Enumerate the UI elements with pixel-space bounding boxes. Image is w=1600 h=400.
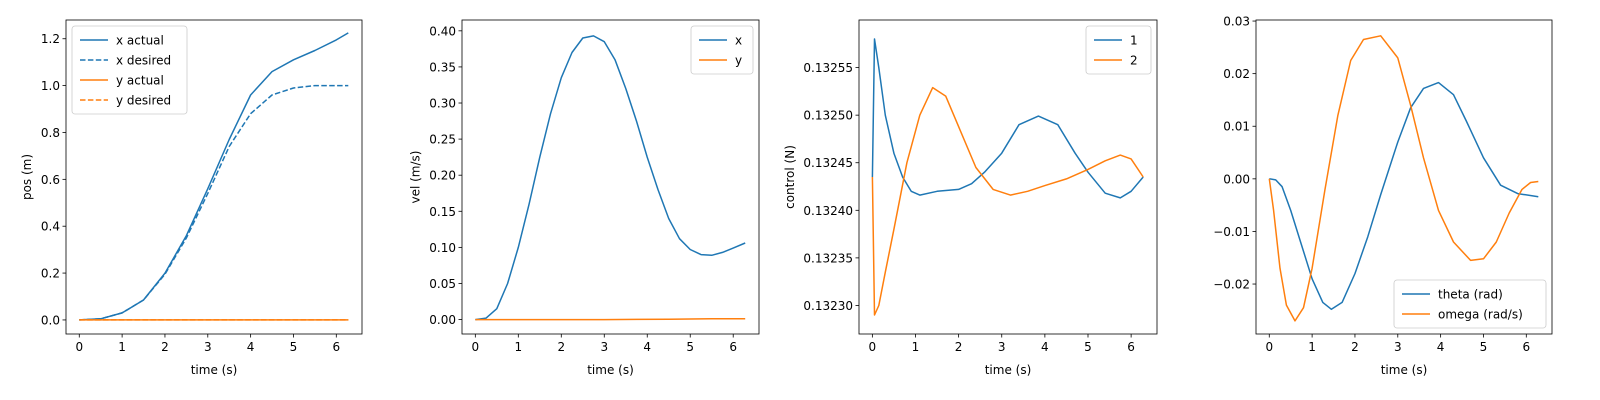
legend-box (1393, 279, 1547, 329)
y-tick-label: 0.35 (429, 60, 456, 74)
y-axis-label: control (N) (783, 145, 797, 209)
series-line-1 (475, 35, 746, 321)
series-line-1 (871, 38, 1144, 199)
x-tick-label: 0 (1265, 340, 1273, 354)
y-tick-label: 0.01 (1223, 120, 1250, 134)
y-tick-label: 0.13235 (803, 251, 853, 265)
x-tick-label: 2 (161, 340, 169, 354)
series-line-1 (1269, 81, 1539, 311)
y-tick-label: 0.20 (429, 169, 456, 183)
y-tick-label: −0.01 (1213, 225, 1250, 239)
y-tick-label: 0.02 (1223, 67, 1250, 81)
legend-label: y (735, 54, 742, 68)
x-tick-label: 3 (998, 340, 1006, 354)
y-tick-label: 0.2 (41, 267, 60, 281)
y-tick-label: 1.2 (41, 32, 60, 46)
legend-label: omega (rad/s) (1438, 308, 1523, 322)
axes-frame (858, 19, 1158, 335)
x-tick-label: 5 (1480, 340, 1488, 354)
y-tick-label: 0.13245 (803, 156, 853, 170)
legend-label: x desired (116, 54, 171, 68)
legend-box (690, 25, 754, 75)
y-axis-label: vel (m/s) (409, 151, 423, 204)
x-tick-label: 2 (1351, 340, 1359, 354)
y-tick-label: 0.05 (429, 277, 456, 291)
x-tick-label: 4 (643, 340, 651, 354)
y-tick-label: 0.03 (1223, 15, 1250, 29)
subplot-3: 0 1 2 3 4 5 60.132300.132350.132400.132450.132… (783, 19, 1158, 377)
axes-frame (1255, 19, 1553, 335)
y-tick-label: 0.30 (429, 97, 456, 111)
x-tick-label: 0 (869, 340, 877, 354)
x-tick-label: 5 (1084, 340, 1092, 354)
x-tick-label: 2 (557, 340, 565, 354)
x-tick-label: 3 (1394, 340, 1402, 354)
legend: xy (690, 25, 754, 75)
x-tick-label: 6 (332, 340, 340, 354)
x-tick-label: 1 (912, 340, 920, 354)
axes-frame (461, 19, 760, 335)
y-tick-label: 0.13250 (803, 109, 853, 123)
axes-frame (65, 19, 363, 335)
x-tick-label: 5 (686, 340, 694, 354)
legend-label: 1 (1130, 34, 1138, 48)
x-tick-label: 6 (729, 340, 737, 354)
legend-label: y desired (116, 94, 171, 108)
legend: x actual x desired y actual y desired (71, 25, 188, 115)
y-tick-label: 0.13230 (803, 299, 853, 313)
legend-label: y actual (116, 74, 164, 88)
legend: 12 (1085, 25, 1152, 75)
y-tick-label: 0.13240 (803, 204, 853, 218)
legend-label: x (735, 34, 742, 48)
x-tick-label: 2 (955, 340, 963, 354)
x-tick-label: 6 (1522, 340, 1530, 354)
y-tick-label: 0.40 (429, 24, 456, 38)
x-tick-label: 6 (1127, 340, 1135, 354)
legend-label: x actual (116, 34, 164, 48)
subplot-1: 0 1 2 3 4 5 6 0.0 0.2 0.4 0.6 0.8 1.0 1.2 time (s) pos … (20, 19, 363, 377)
x-tick-label: 0 (472, 340, 480, 354)
y-tick-label: 0.25 (429, 133, 456, 147)
x-tick-label: 3 (600, 340, 608, 354)
subplot-2: 0 1 2 3 4 5 6 0.00 0.05 0.10 0.15 0.20 0.25 0.30 0.35 0… (409, 19, 760, 377)
x-tick-label: 1 (118, 340, 126, 354)
x-tick-label: 1 (514, 340, 522, 354)
legend-box (1085, 25, 1152, 75)
y-tick-label: 0.13255 (803, 61, 853, 75)
legend-label: 2 (1130, 54, 1138, 68)
y-tick-label: 0.15 (429, 205, 456, 219)
y-tick-label: 0.00 (1223, 172, 1250, 186)
x-axis-label: time (s) (191, 363, 238, 377)
x-tick-label: 3 (204, 340, 212, 354)
series-line-2 (871, 86, 1144, 316)
x-axis-label: time (s) (587, 363, 634, 377)
y-axis-label: pos (m) (20, 154, 34, 200)
x-axis-label: time (s) (1381, 363, 1428, 377)
subplot-4: 0 1 2 3 4 5 6 −0.02 −0.01 0.00 0.01 0.02 0.03 time (s… (1213, 15, 1553, 377)
y-tick-label: 0.10 (429, 241, 456, 255)
series-line-2 (79, 84, 349, 321)
x-tick-label: 1 (1308, 340, 1316, 354)
y-tick-label: 0.8 (41, 126, 60, 140)
x-tick-label: 4 (247, 340, 255, 354)
y-tick-label: 0.0 (41, 313, 60, 327)
y-tick-label: 0.6 (41, 173, 60, 187)
x-tick-label: 0 (75, 340, 83, 354)
y-tick-label: 1.0 (41, 79, 60, 93)
x-tick-label: 5 (290, 340, 298, 354)
x-axis-label: time (s) (985, 363, 1032, 377)
y-tick-label: 0.4 (41, 220, 60, 234)
legend-box (71, 25, 188, 115)
y-tick-label: 0.00 (429, 313, 456, 327)
x-tick-label: 4 (1437, 340, 1445, 354)
x-tick-label: 4 (1041, 340, 1049, 354)
y-tick-label: −0.02 (1213, 278, 1250, 292)
legend-label: theta (rad) (1438, 288, 1503, 302)
legend: theta (rad) omega (rad/s) (1393, 279, 1547, 329)
series-line-2 (1268, 35, 1539, 322)
series-line-2 (475, 318, 746, 321)
